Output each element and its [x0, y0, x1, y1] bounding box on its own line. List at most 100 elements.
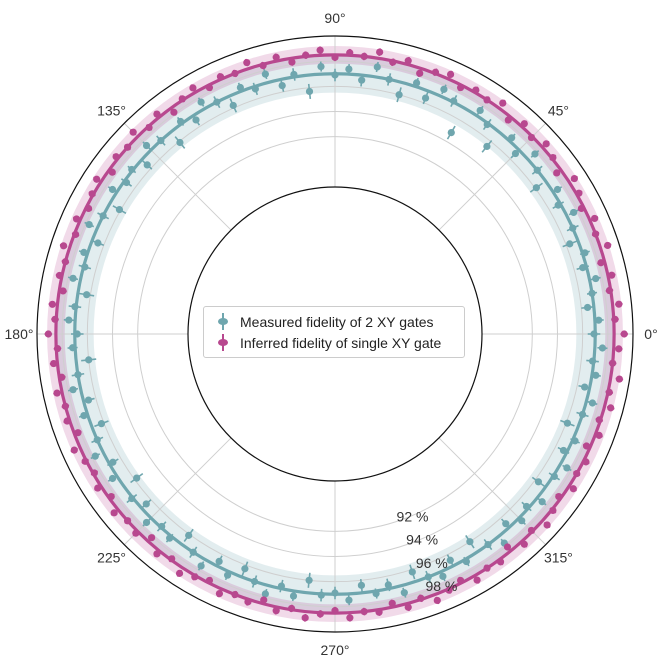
point-measured	[261, 590, 269, 598]
legend-marker-measured	[212, 311, 234, 332]
point-inferred	[110, 509, 118, 517]
point-measured	[570, 208, 578, 217]
point-measured	[345, 596, 353, 604]
point-measured	[566, 240, 574, 248]
point-measured	[400, 589, 408, 597]
inner-frame	[187, 186, 483, 482]
point-measured	[83, 291, 91, 299]
point-measured	[261, 70, 269, 78]
point-measured	[483, 142, 491, 151]
point-measured	[185, 531, 193, 539]
point-measured	[192, 116, 200, 124]
point-inferred	[473, 576, 481, 584]
point-inferred	[93, 175, 101, 183]
point-measured	[133, 474, 141, 482]
point-measured	[65, 316, 73, 324]
point-inferred	[301, 614, 309, 622]
point-measured	[94, 239, 102, 247]
point-measured	[446, 556, 454, 564]
point-measured	[108, 474, 117, 483]
point-measured	[408, 568, 416, 576]
point-inferred	[316, 46, 324, 54]
point-inferred	[615, 375, 623, 383]
point-measured	[143, 161, 151, 169]
point-measured	[592, 274, 600, 283]
point-measured	[598, 344, 607, 352]
point-inferred	[570, 174, 578, 183]
point-inferred	[129, 128, 137, 136]
point-measured	[229, 101, 237, 110]
theta-tick-label: 225°	[97, 549, 126, 565]
point-measured	[595, 316, 603, 324]
point-measured	[553, 185, 562, 194]
point-measured	[278, 81, 286, 90]
point-inferred	[615, 345, 623, 353]
point-measured	[476, 106, 484, 115]
point-measured	[583, 303, 592, 312]
point-inferred	[170, 108, 178, 116]
point-measured	[69, 386, 77, 394]
point-inferred	[499, 99, 507, 107]
point-inferred	[543, 521, 551, 529]
point-inferred	[590, 214, 599, 223]
point-inferred	[147, 534, 156, 542]
point-inferred	[175, 569, 184, 577]
point-measured	[241, 565, 249, 573]
point-inferred	[607, 404, 615, 412]
point-inferred	[615, 300, 623, 308]
point-measured	[531, 150, 539, 158]
point-measured	[511, 149, 520, 158]
point-inferred	[604, 241, 612, 250]
point-measured	[439, 572, 447, 580]
radial-tick-label: 92 %	[397, 508, 429, 524]
grid-circle	[86, 85, 584, 583]
point-inferred	[48, 300, 56, 308]
point-inferred	[446, 70, 455, 79]
point-measured	[440, 85, 448, 93]
theta-tick-label: 270°	[321, 642, 350, 657]
legend: Measured fidelity of 2 XY gates Inferred…	[203, 306, 465, 358]
point-measured	[592, 371, 600, 379]
point-measured	[197, 98, 205, 106]
radial-tick-label: 96 %	[416, 555, 448, 571]
point-inferred	[215, 589, 224, 598]
theta-tick-label: 135°	[97, 103, 126, 119]
point-measured	[305, 576, 313, 584]
point-measured	[581, 383, 589, 391]
point-measured	[142, 500, 150, 508]
point-measured	[142, 518, 151, 527]
point-inferred	[416, 69, 424, 77]
point-measured	[305, 87, 314, 96]
point-measured	[502, 520, 510, 528]
point-measured	[534, 478, 543, 486]
point-measured	[563, 464, 571, 472]
point-inferred	[70, 446, 78, 454]
point-inferred	[59, 242, 68, 250]
point-measured	[532, 184, 540, 192]
theta-tick-label: 180°	[5, 326, 34, 342]
point-measured	[466, 538, 474, 546]
point-measured	[357, 581, 366, 589]
point-measured	[358, 76, 366, 84]
point-inferred	[243, 58, 251, 67]
legend-label-measured: Measured fidelity of 2 XY gates	[240, 313, 434, 330]
point-measured	[85, 220, 93, 229]
point-measured	[97, 420, 106, 428]
point-measured	[563, 419, 571, 427]
outer-frame	[36, 35, 634, 633]
axis-labels: 0° 45° 90° 135° 180° 225° 270° 315° 92 % 94 % 96 %…	[5, 10, 658, 657]
point-inferred	[59, 287, 67, 295]
point-measured	[142, 141, 151, 150]
legend-label-inferred: Inferred fidelity of single XY gate	[240, 334, 442, 351]
point-inferred	[553, 169, 561, 177]
point-measured	[108, 185, 117, 194]
point-measured	[421, 94, 430, 102]
point-measured	[384, 581, 392, 589]
point-measured	[588, 399, 597, 407]
point-inferred	[569, 485, 577, 493]
point-inferred	[272, 607, 280, 615]
point-inferred	[288, 58, 296, 66]
legend-entry-inferred: Inferred fidelity of single XY gate	[212, 332, 456, 353]
point-measured	[84, 396, 93, 404]
